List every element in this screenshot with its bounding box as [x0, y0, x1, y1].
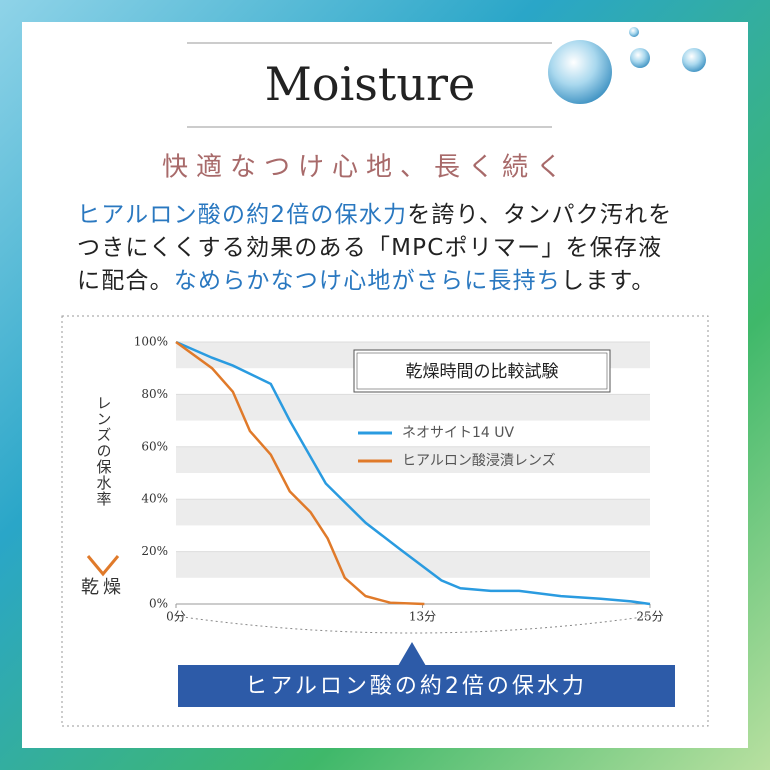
x-tick-label: 13分	[409, 610, 436, 624]
droplet	[548, 40, 612, 104]
chart-box	[61, 315, 709, 727]
grid-band	[176, 446, 650, 473]
legend-box-inner	[356, 352, 608, 390]
body-segment: します。	[561, 268, 656, 294]
body-segment: なめらかなつけ心地がさらに長持ち	[174, 268, 561, 294]
y-tick-label: 80%	[141, 387, 168, 401]
grid-band	[176, 551, 650, 578]
body-segment: に配合。	[77, 268, 174, 294]
body-segment: つきにくくする効果のある「MPCポリマー」を保存液	[77, 235, 662, 261]
legend-title: 乾燥時間の比較試験	[406, 362, 559, 382]
legend-label: ヒアルロン酸浸漬レンズ	[402, 453, 556, 469]
banner-text: ヒアルロン酸の約2倍の保水力	[245, 674, 587, 699]
y-label-bottom: 乾燥	[81, 577, 125, 598]
y-tick-label: 40%	[141, 492, 168, 506]
body-segment: ヒアルロン酸の約2倍の保水力	[77, 202, 407, 228]
y-tick-label: 60%	[141, 439, 168, 453]
chart: 0%20%40%60%80%100%0分 13分 25分乾燥時間の比較試験ネオサイト…	[81, 335, 664, 624]
body-segment: を誇り、タンパク汚れを	[407, 202, 672, 228]
y-tick-label: 0%	[149, 597, 168, 611]
droplet	[682, 48, 706, 72]
droplet	[629, 27, 639, 37]
banner-pointer	[398, 642, 426, 666]
grid-band	[176, 499, 650, 526]
series-line	[175, 340, 425, 606]
y-label: レンズの保水率	[95, 395, 113, 507]
y-label-bg	[92, 392, 114, 504]
y-tick-label: 20%	[141, 544, 168, 558]
y-arrow-head	[86, 555, 120, 577]
series-line	[175, 340, 651, 606]
body-line: ヒアルロン酸の約2倍の保水力を誇り、タンパク汚れを	[77, 202, 673, 228]
legend-label: ネオサイト14 UV	[402, 425, 515, 441]
body-line: に配合。なめらかなつけ心地がさらに長持ちします。	[77, 268, 656, 294]
banner	[178, 665, 675, 707]
droplet	[630, 48, 650, 68]
body-line: つきにくくする効果のある「MPCポリマー」を保存液	[77, 235, 662, 261]
body-text: ヒアルロン酸の約2倍の保水力を誇り、タンパク汚れをつきにくくする効果のある「MP…	[77, 202, 673, 294]
grid-band	[176, 394, 650, 421]
title: Moisture	[265, 57, 475, 111]
legend-box	[353, 349, 611, 393]
y-tick-label: 100%	[134, 335, 168, 349]
span-arc	[175, 615, 651, 634]
subtitle: 快適なつけ心地、長く続く	[162, 153, 570, 183]
